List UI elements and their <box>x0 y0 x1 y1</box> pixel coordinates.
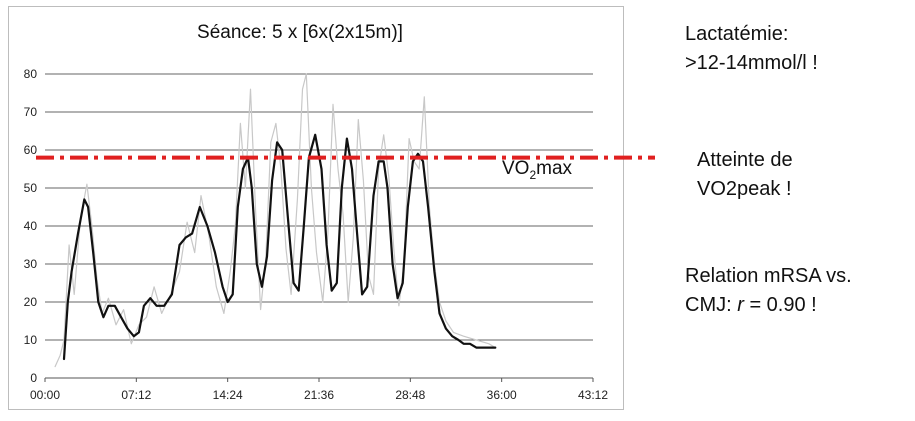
relation-note-line1: Relation mRSA vs. <box>685 265 852 287</box>
series-raw-line <box>54 73 496 368</box>
x-tick-label: 07:12 <box>121 388 151 402</box>
y-tick-label: 70 <box>24 105 38 119</box>
relation-note-r: r <box>737 294 744 316</box>
vo2max-label-prefix: VO <box>502 158 530 179</box>
vo2peak-note-line1: Atteinte de <box>697 149 793 171</box>
x-tick-label: 28:48 <box>395 388 425 402</box>
relation-note-line2: CMJ: r = 0.90 ! <box>685 291 852 320</box>
chart-frame <box>8 6 624 410</box>
relation-note-prefix: CMJ: <box>685 294 738 316</box>
vo2max-label: VO2max <box>502 158 572 182</box>
relation-note-suffix: = 0.90 ! <box>743 294 817 316</box>
relation-note: Relation mRSA vs. CMJ: r = 0.90 ! <box>685 262 852 320</box>
vo2max-label-sub: 2 <box>529 168 537 182</box>
vo2max-label-suffix: max <box>536 158 573 179</box>
x-tick-label: 14:24 <box>213 388 243 402</box>
y-tick-label: 20 <box>24 295 38 309</box>
y-tick-label: 50 <box>24 181 38 195</box>
lactate-note-line1: Lactatémie: <box>685 23 789 45</box>
chart-title: Séance: 5 x [6x(2x15m)] <box>197 22 403 43</box>
x-tick-label: 21:36 <box>304 388 334 402</box>
x-tick-label: 00:00 <box>30 388 60 402</box>
vo2peak-note-line2: VO2peak ! <box>697 178 792 200</box>
x-tick-label: 43:12 <box>578 388 608 402</box>
y-tick-label: 40 <box>24 219 38 233</box>
y-tick-label: 0 <box>30 371 37 385</box>
y-tick-label: 60 <box>24 143 38 157</box>
y-tick-label: 30 <box>24 257 38 271</box>
x-tick-label: 36:00 <box>487 388 517 402</box>
vo2peak-note: Atteinte de VO2peak ! <box>697 146 793 204</box>
lactate-note-line2: >12-14mmol/l ! <box>685 52 818 74</box>
series-smoothed-line <box>62 133 497 361</box>
lactate-note: Lactatémie: >12-14mmol/l ! <box>685 20 818 78</box>
y-tick-label: 80 <box>24 67 38 81</box>
y-tick-label: 10 <box>24 333 38 347</box>
